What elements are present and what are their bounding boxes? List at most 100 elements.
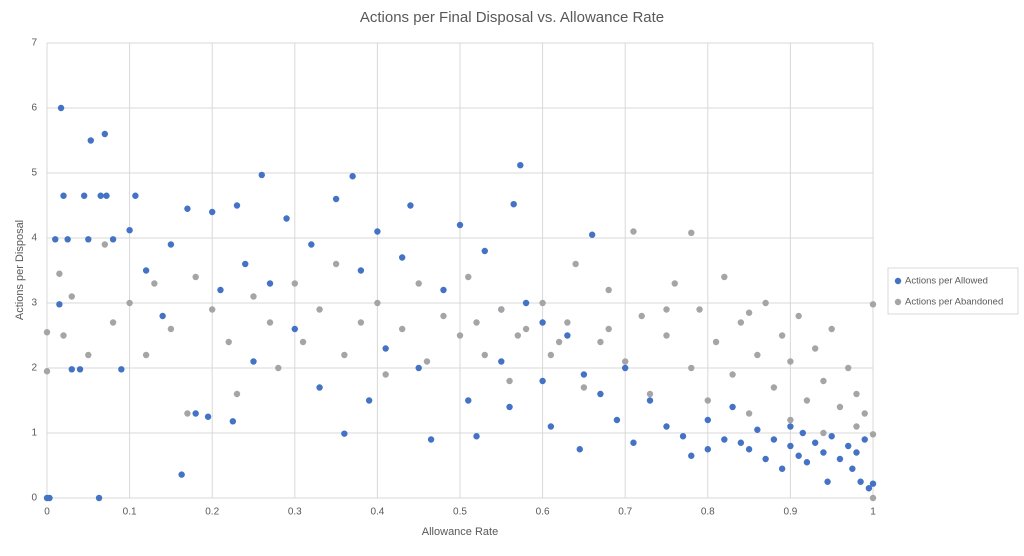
point	[308, 241, 314, 247]
y-tick-label: 6	[31, 103, 37, 114]
point	[820, 449, 826, 455]
point	[44, 329, 50, 335]
point	[812, 345, 818, 351]
point	[69, 293, 75, 299]
point	[440, 313, 446, 319]
point	[696, 306, 702, 312]
point	[630, 440, 636, 446]
point	[779, 332, 785, 338]
point	[465, 397, 471, 403]
point	[523, 300, 529, 306]
point	[517, 162, 523, 168]
point	[292, 280, 298, 286]
point	[366, 397, 372, 403]
point	[52, 236, 58, 242]
point	[548, 423, 554, 429]
point	[705, 397, 711, 403]
point	[762, 456, 768, 462]
point	[506, 404, 512, 410]
legend-label: Actions per Abandoned	[905, 297, 1003, 308]
point	[457, 332, 463, 338]
point	[688, 453, 694, 459]
point	[605, 287, 611, 293]
point	[457, 222, 463, 228]
point	[316, 384, 322, 390]
point	[230, 418, 236, 424]
point	[234, 202, 240, 208]
point	[853, 391, 859, 397]
point	[209, 209, 215, 215]
point	[663, 423, 669, 429]
point	[300, 339, 306, 345]
point	[168, 241, 174, 247]
point	[853, 423, 859, 429]
point	[597, 391, 603, 397]
point	[192, 410, 198, 416]
point	[639, 313, 645, 319]
point	[60, 332, 66, 338]
point	[845, 365, 851, 371]
point	[523, 326, 529, 332]
point	[870, 431, 876, 437]
point	[416, 365, 422, 371]
point	[440, 287, 446, 293]
point	[577, 446, 583, 452]
point	[103, 193, 109, 199]
point	[143, 352, 149, 358]
point	[151, 280, 157, 286]
point	[192, 274, 198, 280]
point	[126, 300, 132, 306]
point	[630, 228, 636, 234]
point	[705, 417, 711, 423]
point	[358, 267, 364, 273]
point	[159, 313, 165, 319]
point	[416, 280, 422, 286]
y-axis-label: Actions per Disposal	[14, 220, 26, 320]
point	[506, 378, 512, 384]
point	[283, 215, 289, 221]
point	[184, 206, 190, 212]
point	[56, 271, 62, 277]
point	[275, 365, 281, 371]
y-tick-label: 7	[31, 38, 37, 49]
point	[85, 352, 91, 358]
point	[787, 417, 793, 423]
point	[688, 365, 694, 371]
point	[754, 352, 760, 358]
point	[721, 436, 727, 442]
point	[581, 371, 587, 377]
point	[341, 430, 347, 436]
point	[614, 417, 620, 423]
x-tick-label: 0.6	[536, 507, 550, 518]
point	[688, 230, 694, 236]
point	[498, 358, 504, 364]
x-tick-label: 0.7	[618, 507, 632, 518]
point	[738, 319, 744, 325]
point	[705, 446, 711, 452]
point	[663, 332, 669, 338]
legend-marker	[895, 299, 901, 305]
point	[374, 300, 380, 306]
point	[845, 443, 851, 449]
point	[184, 410, 190, 416]
point	[316, 306, 322, 312]
point	[209, 306, 215, 312]
point	[292, 326, 298, 332]
point	[680, 433, 686, 439]
x-tick-label: 0.1	[123, 507, 137, 518]
point	[382, 345, 388, 351]
x-tick-label: 0.5	[453, 507, 467, 518]
x-tick-label: 1	[870, 507, 876, 518]
x-tick-label: 0	[44, 507, 50, 518]
y-tick-label: 2	[31, 363, 37, 374]
point	[787, 358, 793, 364]
point	[250, 358, 256, 364]
point	[110, 236, 116, 242]
point	[849, 466, 855, 472]
point	[787, 423, 793, 429]
point	[56, 301, 62, 307]
point	[746, 410, 752, 416]
point	[857, 479, 863, 485]
point	[333, 261, 339, 267]
point	[465, 274, 471, 280]
